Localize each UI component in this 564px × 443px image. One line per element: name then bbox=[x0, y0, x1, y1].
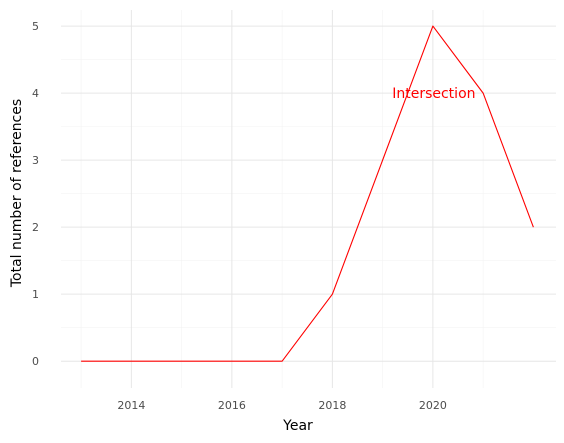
y-axis-title: Total number of references bbox=[9, 99, 25, 288]
tick-labels: 2014 2016 2018 2020 0 1 2 3 4 5 bbox=[32, 20, 447, 412]
series-line-0 bbox=[81, 25, 534, 362]
x-tick-label: 2018 bbox=[318, 399, 346, 412]
annotation-label: Intersection bbox=[392, 86, 475, 102]
x-tick-label: 2014 bbox=[117, 399, 145, 412]
y-tick-label: 4 bbox=[32, 87, 39, 100]
major-gridlines bbox=[61, 10, 556, 388]
x-tick-label: 2020 bbox=[419, 399, 447, 412]
y-tick-label: 5 bbox=[32, 20, 39, 33]
minor-gridlines bbox=[61, 10, 556, 388]
y-tick-label: 3 bbox=[32, 154, 39, 167]
annotations: Intersection bbox=[392, 86, 475, 102]
x-tick-label: 2016 bbox=[218, 399, 246, 412]
y-tick-label: 1 bbox=[32, 288, 39, 301]
y-tick-label: 0 bbox=[32, 355, 39, 368]
series-layer bbox=[81, 25, 534, 362]
x-axis-title: Year bbox=[282, 418, 313, 434]
y-tick-label: 2 bbox=[32, 221, 39, 234]
